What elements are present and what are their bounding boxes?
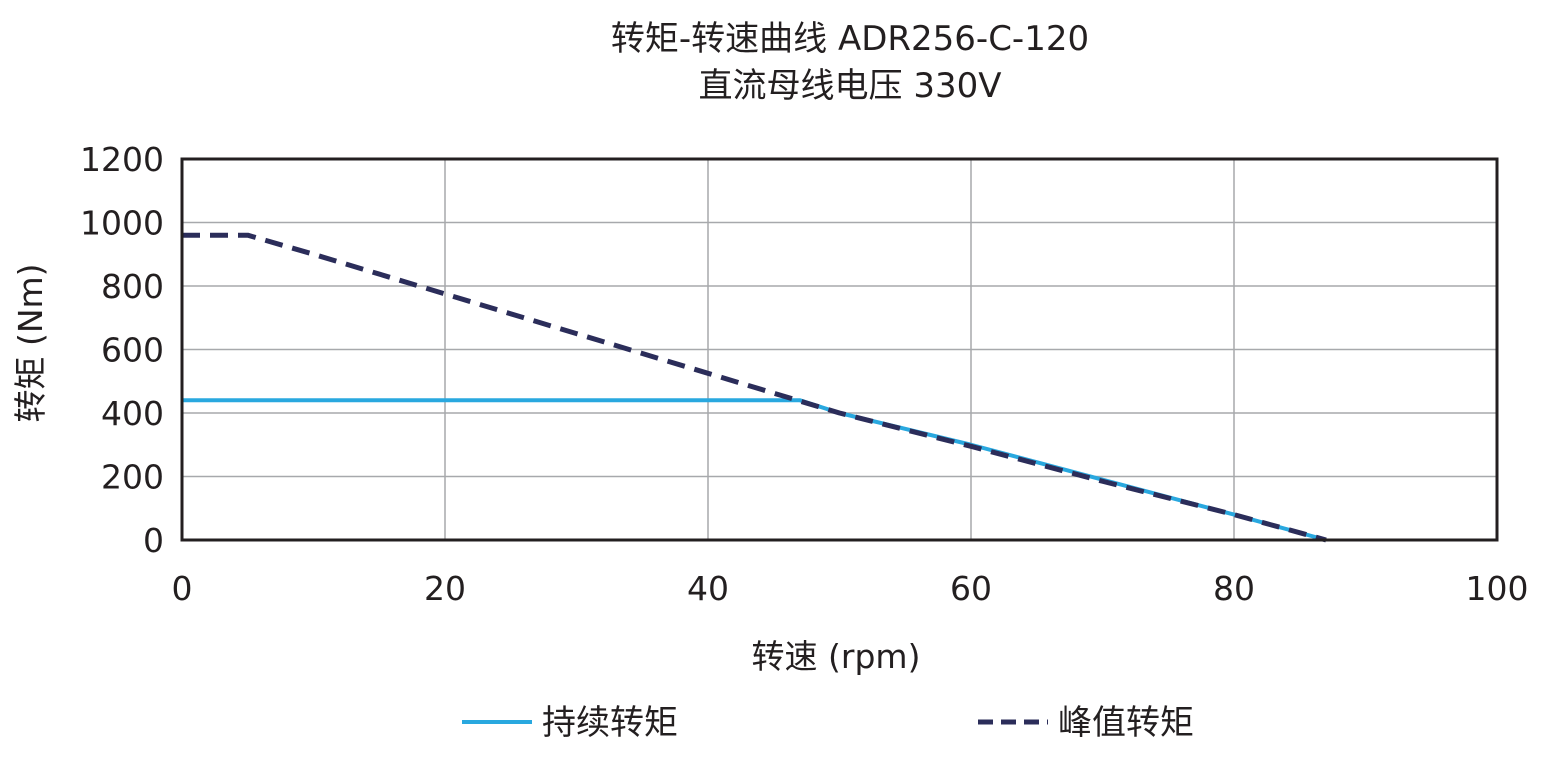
series-line-1 (182, 398, 1327, 542)
x-tick-label: 60 (950, 569, 992, 608)
y-tick-label: 1000 (80, 204, 164, 243)
x-tick-label: 40 (687, 569, 729, 608)
y-tick-label: 600 (101, 331, 164, 370)
chart-title-block: 转矩-转速曲线 ADR256-C-120 直流母线电压 330V (0, 16, 1556, 110)
x-tick-label: 100 (1466, 569, 1529, 608)
x-axis-label: 转速 (rpm) (752, 637, 921, 676)
legend-label-2: 峰值转矩 (1058, 703, 1194, 743)
x-tick-label: 20 (424, 569, 466, 608)
grid (181, 158, 1498, 541)
chart-subtitle: 直流母线电压 330V (698, 66, 1002, 106)
y-tick-label: 0 (143, 521, 164, 560)
x-tick-label: 0 (172, 569, 193, 608)
series-layer (182, 232, 1327, 543)
legend: 持续转矩 峰值转矩 (462, 703, 1194, 743)
plot-frame (180, 157, 1499, 542)
y-axis-label: 转矩 (Nm) (11, 263, 50, 422)
y-tick-labels: 0 200 400 600 800 1000 1200 (80, 140, 164, 560)
x-tick-labels: 0 20 40 60 80 100 (172, 569, 1529, 608)
chart-title: 转矩-转速曲线 ADR256-C-120 (610, 19, 1090, 59)
y-tick-label: 200 (101, 458, 164, 497)
series-line-2 (182, 232, 1327, 543)
y-tick-label: 1200 (80, 140, 164, 179)
x-tick-label: 80 (1213, 569, 1255, 608)
y-tick-label: 400 (101, 394, 164, 433)
y-tick-label: 800 (101, 267, 164, 306)
legend-label-1: 持续转矩 (542, 703, 678, 743)
